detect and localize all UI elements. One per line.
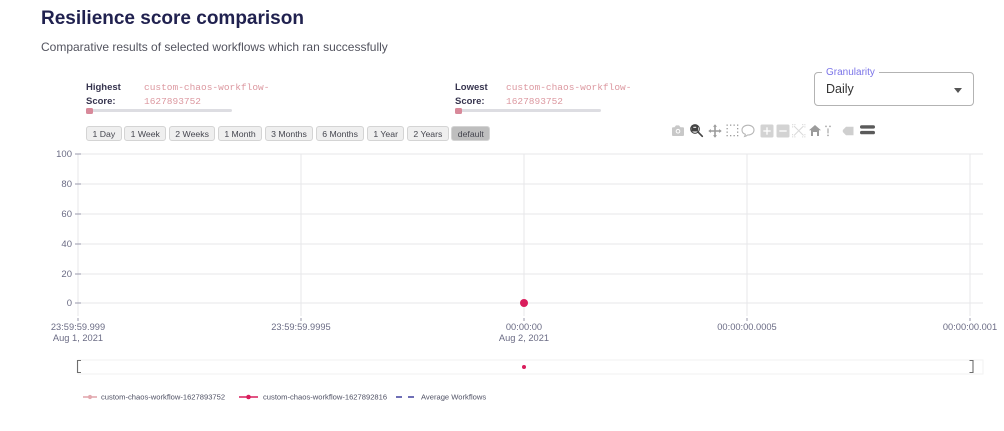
svg-text:20: 20 (61, 269, 72, 280)
svg-text:custom-chaos-workflow-16278937: custom-chaos-workflow-1627893752 (101, 393, 225, 402)
svg-text:Average Workflows: Average Workflows (421, 393, 486, 402)
svg-text:40: 40 (61, 239, 72, 250)
svg-text:Aug 2, 2021: Aug 2, 2021 (499, 333, 549, 343)
svg-text:00:00:00.001: 00:00:00.001 (943, 322, 997, 332)
svg-text:23:59:59.999: 23:59:59.999 (51, 322, 105, 332)
svg-text:00:00:00.0005: 00:00:00.0005 (717, 322, 776, 332)
svg-text:00:00:00: 00:00:00 (506, 322, 542, 332)
svg-text:0: 0 (67, 298, 72, 309)
svg-text:60: 60 (61, 209, 72, 220)
svg-text:custom-chaos-workflow-16278928: custom-chaos-workflow-1627892816 (263, 393, 387, 402)
svg-text:100: 100 (56, 149, 72, 160)
svg-text:23:59:59.9995: 23:59:59.9995 (271, 322, 330, 332)
svg-text:80: 80 (61, 179, 72, 190)
svg-text:Aug 1, 2021: Aug 1, 2021 (53, 333, 103, 343)
